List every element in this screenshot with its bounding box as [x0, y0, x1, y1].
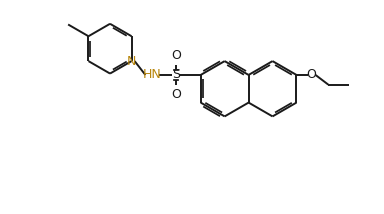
Text: HN: HN: [143, 68, 162, 82]
Text: O: O: [171, 88, 181, 101]
Text: S: S: [172, 68, 180, 82]
Text: O: O: [307, 68, 317, 82]
Text: O: O: [171, 49, 181, 62]
Text: N: N: [127, 55, 136, 68]
